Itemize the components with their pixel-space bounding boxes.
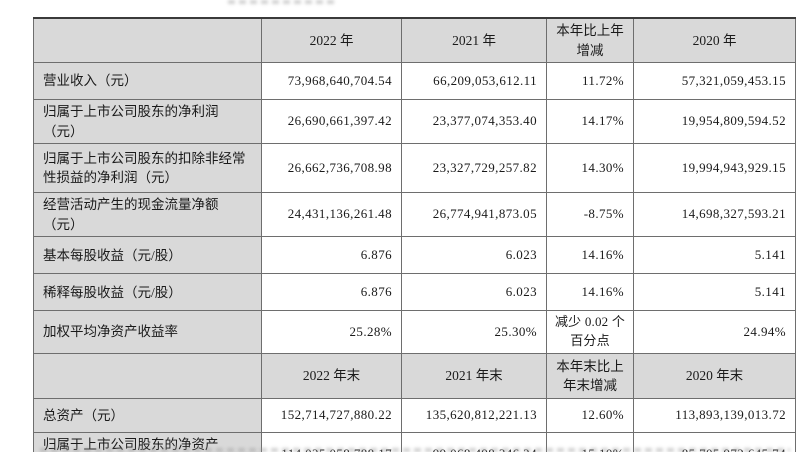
cell-2020: 14,698,327,593.21: [633, 192, 796, 238]
cell-2022: 25.28%: [261, 310, 402, 355]
cell-2021: 66,209,053,612.11: [401, 62, 547, 101]
cell-2020: 5.141: [633, 236, 796, 275]
cell-2022: 24,431,136,261.48: [261, 192, 402, 238]
header-cell-year-end-change: 本年末比上年末增减: [546, 353, 634, 400]
cell-2020: 19,954,809,594.52: [633, 99, 796, 145]
cell-2021: 6.023: [401, 236, 547, 275]
cell-2021: 135,620,812,221.13: [401, 398, 547, 434]
header-cell-blank: [33, 17, 262, 64]
cell-2022: 6.876: [261, 273, 402, 312]
row-label: 基本每股收益（元/股）: [33, 236, 262, 275]
cell-2020: 57,321,059,453.15: [633, 62, 796, 101]
cell-2022: 26,690,661,397.42: [261, 99, 402, 145]
cell-change: 14.17%: [546, 99, 634, 145]
financial-summary-table: 2022 年 2021 年 本年比上年增减 2020 年 营业收入（元） 73,…: [33, 17, 796, 452]
table-row-basic-eps: 基本每股收益（元/股） 6.876 6.023 14.16% 5.141: [33, 236, 796, 275]
table-row-diluted-eps: 稀释每股收益（元/股） 6.876 6.023 14.16% 5.141: [33, 273, 796, 312]
row-label: 加权平均净资产收益率: [33, 310, 262, 355]
cell-change: 14.30%: [546, 143, 634, 194]
table-header-row-year-end: 2022 年末 2021 年末 本年末比上年末增减 2020 年末: [33, 353, 796, 400]
row-label: 营业收入（元）: [33, 62, 262, 101]
cell-change: 15.10%: [546, 432, 634, 452]
cell-2021: 26,774,941,873.05: [401, 192, 547, 238]
header-cell-2020: 2020 年: [633, 17, 796, 64]
table-row-net-profit-deducted: 归属于上市公司股东的扣除非经常性损益的净利润（元） 26,662,736,708…: [33, 143, 796, 194]
cell-2020: 19,994,943,929.15: [633, 143, 796, 194]
cell-2022: 6.876: [261, 236, 402, 275]
header-cell-2022-end: 2022 年末: [261, 353, 402, 400]
cell-2021: 23,327,729,257.82: [401, 143, 547, 194]
cell-2020: 24.94%: [633, 310, 796, 355]
row-label: 总资产（元）: [33, 398, 262, 434]
row-label: 归属于上市公司股东的扣除非经常性损益的净利润（元）: [33, 143, 262, 194]
row-label: 归属于上市公司股东的净利润（元）: [33, 99, 262, 145]
cell-2020: 113,893,139,013.72: [633, 398, 796, 434]
cell-change: 14.16%: [546, 273, 634, 312]
header-cell-2022: 2022 年: [261, 17, 402, 64]
header-cell-yoy-change: 本年比上年增减: [546, 17, 634, 64]
cell-2020: 85,705,972,645.74: [633, 432, 796, 452]
cell-change: 11.72%: [546, 62, 634, 101]
header-cell-2021: 2021 年: [401, 17, 547, 64]
row-label: 经营活动产生的现金流量净额（元）: [33, 192, 262, 238]
cell-2022: 152,714,727,880.22: [261, 398, 402, 434]
cell-change: 14.16%: [546, 236, 634, 275]
cell-2020: 5.141: [633, 273, 796, 312]
header-cell-2021-end: 2021 年末: [401, 353, 547, 400]
cell-change: 12.60%: [546, 398, 634, 434]
header-cell-2020-end: 2020 年末: [633, 353, 796, 400]
table-row-total-assets: 总资产（元） 152,714,727,880.22 135,620,812,22…: [33, 398, 796, 434]
table-header-row-annual: 2022 年 2021 年 本年比上年增减 2020 年: [33, 17, 796, 64]
table-row-net-assets: 归属于上市公司股东的净资产（元） 114,025,058,788.17 99,0…: [33, 432, 796, 452]
header-cell-blank: [33, 353, 262, 400]
table-row-weighted-roe: 加权平均净资产收益率 25.28% 25.30% 减少 0.02 个百分点 24…: [33, 310, 796, 355]
cell-2022: 114,025,058,788.17: [261, 432, 402, 452]
cell-change: 减少 0.02 个百分点: [546, 310, 634, 355]
table-row-operating-cash-flow: 经营活动产生的现金流量净额（元） 24,431,136,261.48 26,77…: [33, 192, 796, 238]
cell-change: -8.75%: [546, 192, 634, 238]
row-label: 归属于上市公司股东的净资产（元）: [33, 432, 262, 452]
row-label: 稀释每股收益（元/股）: [33, 273, 262, 312]
cell-2021: 99,068,498,346.24: [401, 432, 547, 452]
cell-2022: 73,968,640,704.54: [261, 62, 402, 101]
cell-2022: 26,662,736,708.98: [261, 143, 402, 194]
cropped-text-artifact-top: [228, 0, 338, 4]
cell-2021: 25.30%: [401, 310, 547, 355]
table-row-revenue: 营业收入（元） 73,968,640,704.54 66,209,053,612…: [33, 62, 796, 101]
cell-2021: 23,377,074,353.40: [401, 99, 547, 145]
cell-2021: 6.023: [401, 273, 547, 312]
table-row-net-profit: 归属于上市公司股东的净利润（元） 26,690,661,397.42 23,37…: [33, 99, 796, 145]
